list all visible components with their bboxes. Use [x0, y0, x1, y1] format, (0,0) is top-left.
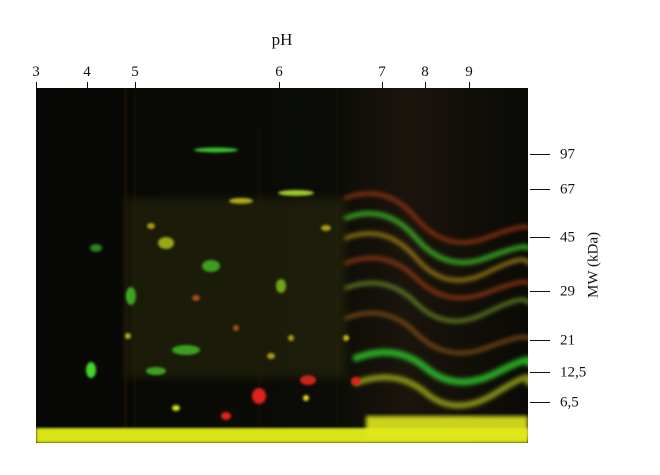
ph-tick-mark — [87, 82, 88, 90]
ph-tick-label: 9 — [465, 64, 473, 80]
gel-image — [36, 88, 528, 443]
ph-tick-label: 7 — [378, 64, 386, 80]
ph-tick-label: 3 — [32, 64, 40, 80]
mw-tick-mark — [530, 340, 550, 342]
ph-tick-label: 5 — [131, 64, 139, 80]
ph-tick-label: 8 — [421, 64, 429, 80]
mw-tick-mark — [530, 237, 550, 239]
ph-tick-mark — [279, 82, 280, 90]
mw-tick-mark — [530, 189, 550, 191]
ph-tick-label: 4 — [83, 64, 91, 80]
mw-tick-mark — [530, 291, 550, 293]
mw-tick-label: 12,5 — [560, 364, 587, 381]
mw-axis-title: MW (kDa) — [585, 232, 602, 298]
mw-tick-label: 29 — [560, 283, 575, 300]
ph-tick-mark — [135, 82, 136, 90]
mw-tick-label: 97 — [560, 146, 575, 163]
mw-tick-mark — [530, 372, 550, 374]
mw-tick-mark — [530, 154, 550, 156]
mw-tick-label: 21 — [560, 332, 575, 349]
mw-tick-label: 45 — [560, 229, 575, 246]
mw-tick-label: 6,5 — [560, 394, 579, 411]
ph-tick-mark — [382, 82, 383, 90]
ph-tick-mark — [36, 82, 37, 90]
mw-tick-mark — [530, 402, 550, 404]
ph-tick-mark — [425, 82, 426, 90]
ph-tick-label: 6 — [275, 64, 283, 80]
ph-tick-mark — [469, 82, 470, 90]
mw-tick-label: 67 — [560, 181, 575, 198]
ph-axis-title: pH — [271, 30, 293, 49]
